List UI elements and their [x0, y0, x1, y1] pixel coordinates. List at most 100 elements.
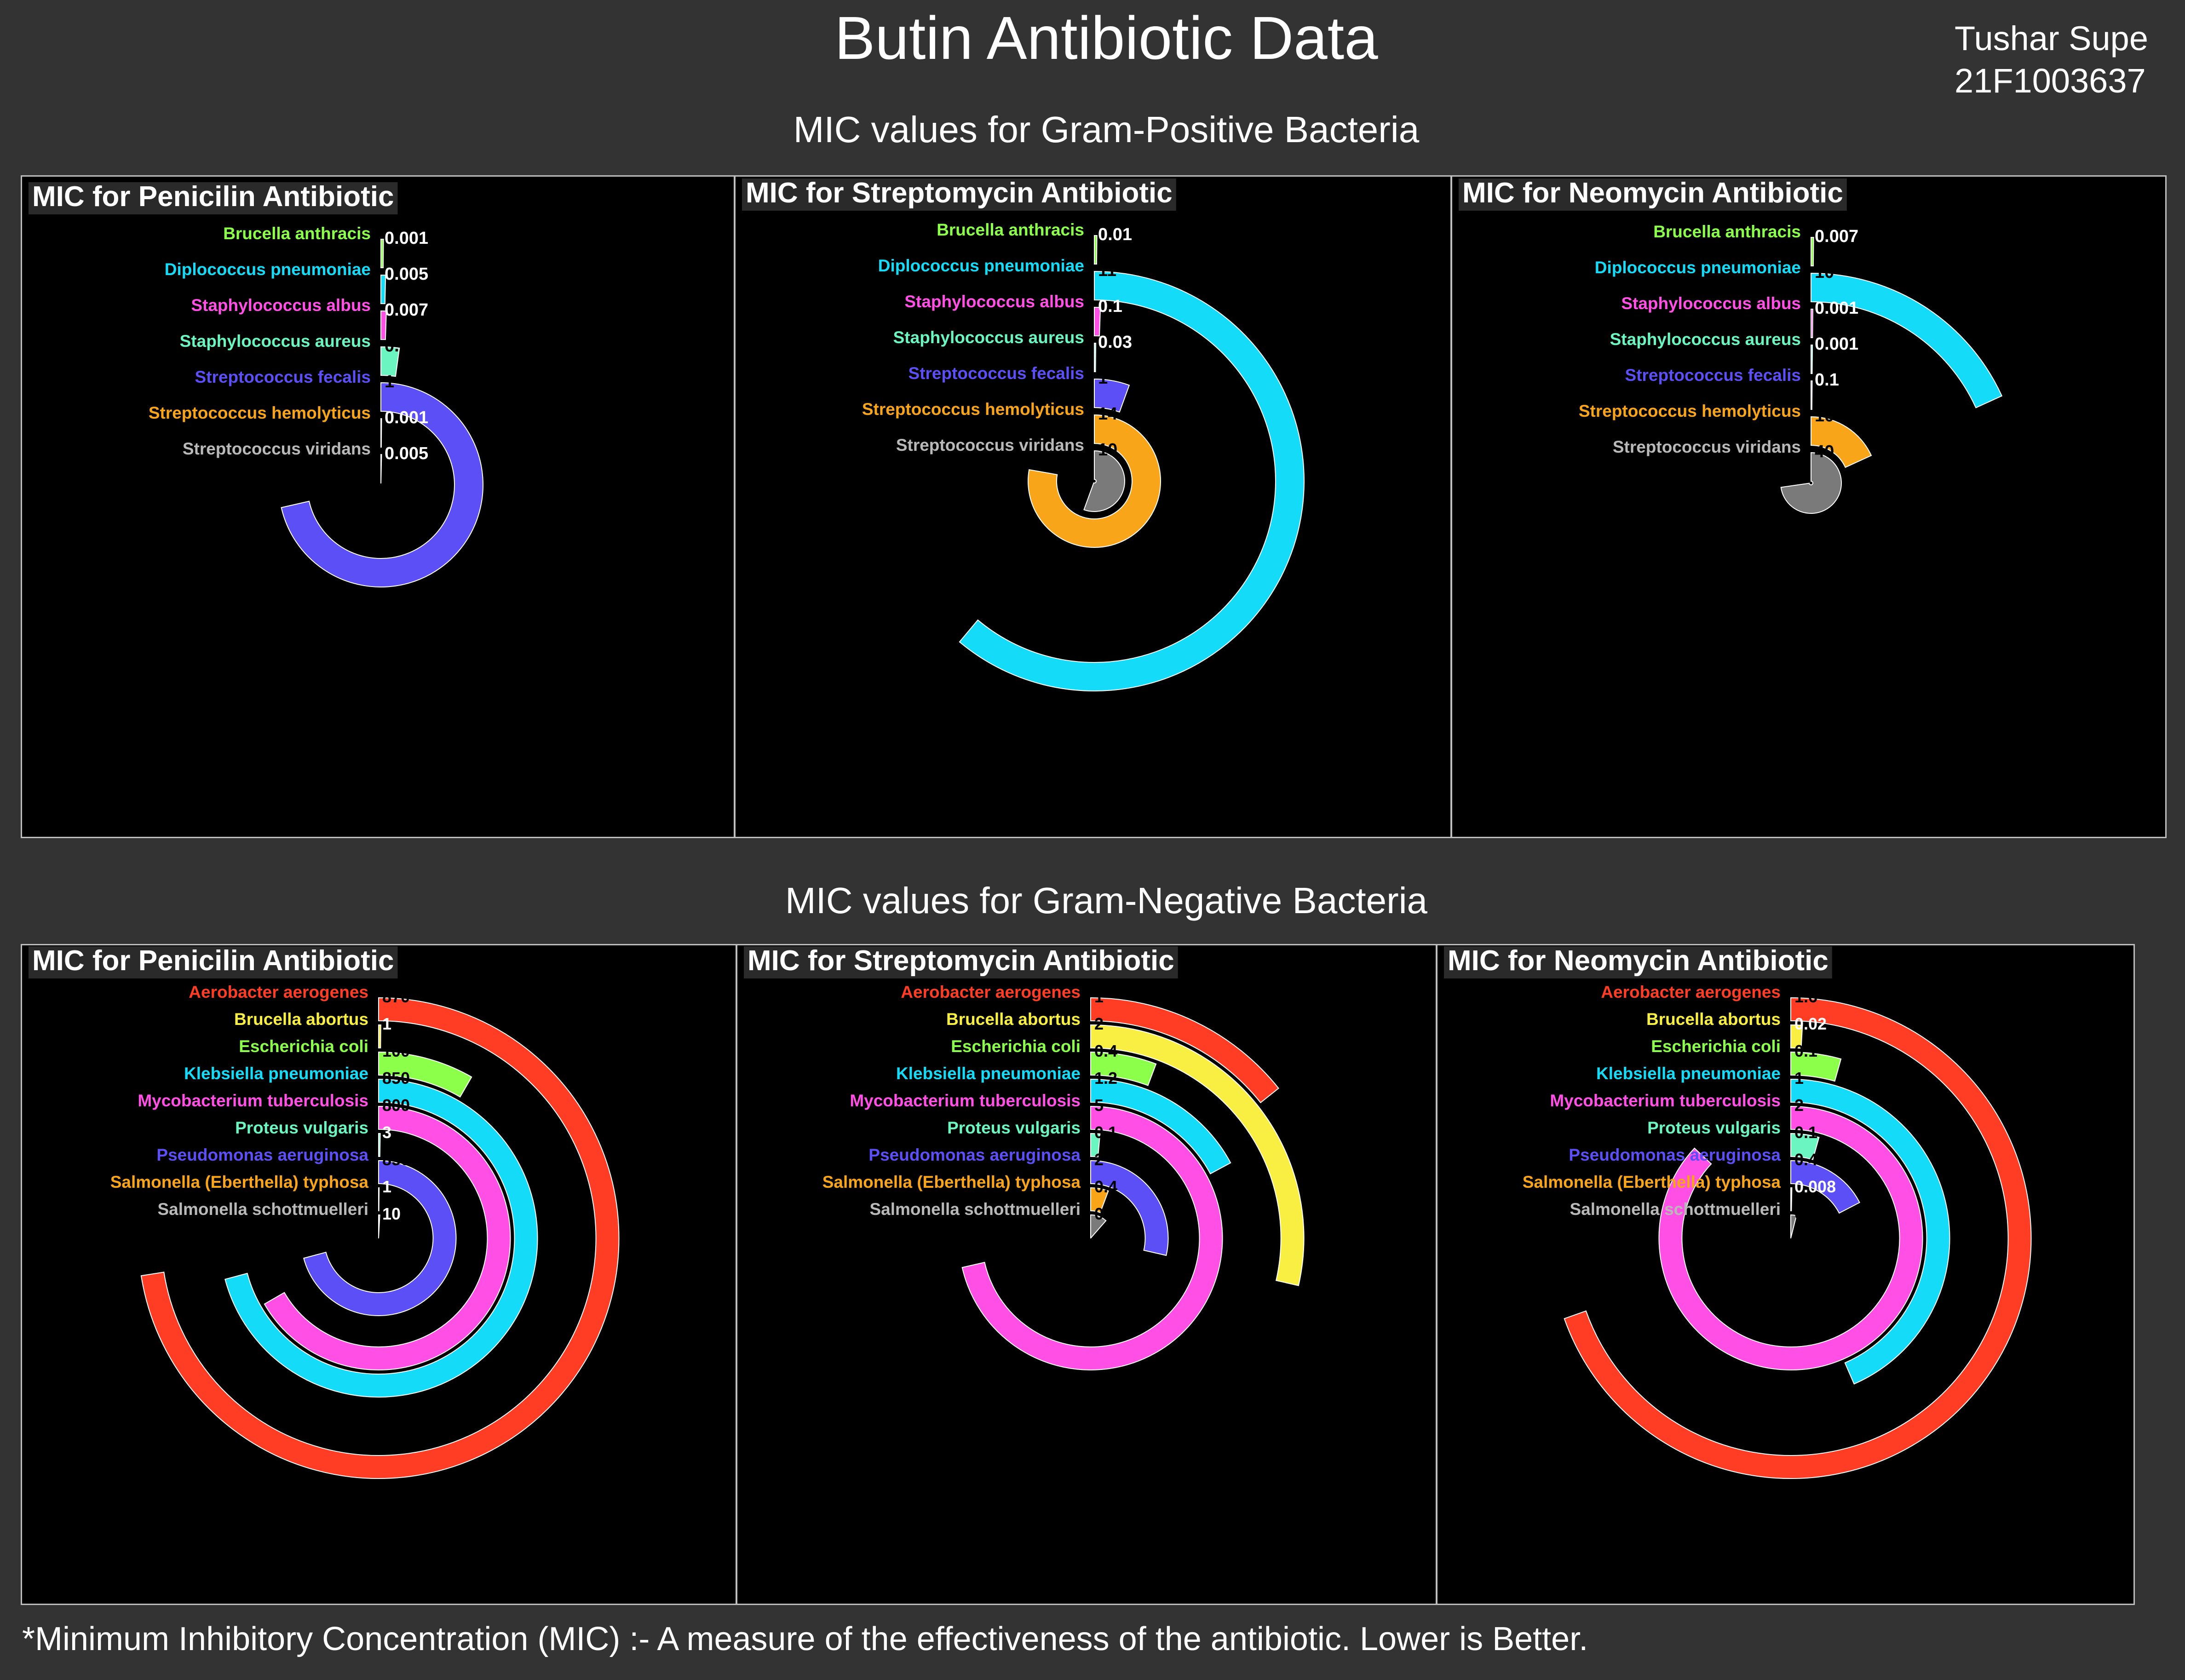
- chart-gram-positive-neomycin: MIC for Neomycin Antibiotic Brucella anth…: [1451, 175, 2167, 838]
- arc-streptococcus-fecalis: [281, 382, 483, 587]
- category-label-mycobacterium-tuberculosis: Mycobacterium tuberculosis: [1550, 1091, 1781, 1110]
- chart-title-background: [1444, 946, 1832, 978]
- chart-svg: MIC for Streptomycin Antibiotic Aerobacte…: [744, 945, 1305, 1370]
- arc-streptococcus-fecalis: [1811, 380, 1813, 410]
- value-label-salmonella-schottmuelleri: 10: [382, 1204, 401, 1223]
- chart-title: MIC for Neomycin Antibiotic: [1448, 945, 1828, 977]
- arc-klebsiella-pneumoniae: [1790, 1078, 1950, 1385]
- category-label-brucella-abortus: Brucella abortus: [1646, 1010, 1781, 1029]
- category-label-streptococcus-viridans: Streptococcus viridans: [183, 439, 371, 458]
- arc-brucella-anthracis: [1811, 236, 1814, 267]
- value-label-streptococcus-viridans: 40: [1815, 442, 1834, 461]
- category-label-staphylococcus-albus: Staphylococcus albus: [904, 292, 1084, 311]
- arc-staphylococcus-albus: [1811, 308, 1813, 339]
- value-label-mycobacterium-tuberculosis: 5: [1094, 1096, 1104, 1115]
- arc-aerobacter-aerogenes: [1564, 997, 2032, 1479]
- category-label-brucella-anthracis: Brucella anthracis: [223, 224, 371, 243]
- value-label-streptococcus-fecalis: 0.1: [1815, 370, 1839, 390]
- value-label-proteus-vulgaris: 0.1: [1094, 1123, 1117, 1142]
- value-label-brucella-anthracis: 0.007: [1815, 227, 1858, 246]
- page-title: Butin Antibiotic Data: [834, 4, 1378, 72]
- value-label-proteus-vulgaris: 0.1: [1794, 1123, 1817, 1142]
- value-label-salmonella-eberthella-typhosa: 0.4: [1094, 1177, 1117, 1196]
- value-label-aerobacter-aerogenes: 1.6: [1794, 987, 1817, 1006]
- value-label-brucella-abortus: 1: [382, 1014, 391, 1033]
- category-label-aerobacter-aerogenes: Aerobacter aerogenes: [189, 983, 368, 1001]
- category-label-salmonella-schottmuelleri: Salmonella schottmuelleri: [157, 1200, 368, 1219]
- value-label-brucella-abortus: 2: [1094, 1014, 1104, 1033]
- category-label-klebsiella-pneumoniae: Klebsiella pneumoniae: [1596, 1064, 1781, 1083]
- category-label-salmonella-eberthella-typhosa: Salmonella (Eberthella) typhosa: [822, 1173, 1081, 1191]
- chart-title: MIC for Penicilin Antibiotic: [32, 181, 394, 213]
- category-label-aerobacter-aerogenes: Aerobacter aerogenes: [1601, 983, 1781, 1001]
- author-block: Tushar Supe 21F1003637: [1955, 17, 2148, 102]
- category-label-pseudomonas-aeruginosa: Pseudomonas aeruginosa: [1569, 1145, 1781, 1164]
- arc-brucella-anthracis: [1094, 235, 1098, 265]
- value-label-brucella-anthracis: 0.01: [1098, 225, 1132, 244]
- arc-aerobacter-aerogenes: [1090, 997, 1279, 1104]
- value-label-staphylococcus-albus: 0.1: [1098, 297, 1122, 316]
- category-label-streptococcus-hemolyticus: Streptococcus hemolyticus: [149, 403, 371, 422]
- value-label-staphylococcus-aureus: 0.03: [385, 336, 419, 356]
- chart-svg: MIC for Neomycin Antibiotic Aerobacter ae…: [1444, 945, 2032, 1479]
- value-label-salmonella-eberthella-typhosa: 1: [382, 1177, 391, 1196]
- category-label-salmonella-schottmuelleri: Salmonella schottmuelleri: [869, 1200, 1081, 1219]
- gram-positive-section-title: MIC values for Gram-Positive Bacteria: [793, 109, 1420, 150]
- arc-pseudomonas-aeruginosa: [303, 1160, 457, 1316]
- arc-mycobacterium-tuberculosis: [1658, 1105, 1923, 1370]
- arc-mycobacterium-tuberculosis: [961, 1105, 1223, 1370]
- category-label-proteus-vulgaris: Proteus vulgaris: [947, 1118, 1081, 1137]
- chart-svg: MIC for Penicilin Antibiotic Brucella ant…: [29, 181, 483, 587]
- arc-staphylococcus-albus: [380, 310, 387, 340]
- arc-diplococcus-pneumoniae: [1811, 272, 2003, 408]
- chart-title-background: [742, 178, 1176, 211]
- chart-title-background: [29, 946, 398, 978]
- arc-staphylococcus-aureus: [380, 346, 400, 377]
- value-label-salmonella-eberthella-typhosa: 0.008: [1794, 1177, 1836, 1196]
- value-label-salmonella-schottmuelleri: 0.8: [1094, 1204, 1117, 1223]
- value-label-diplococcus-pneumoniae: 11: [1098, 261, 1116, 280]
- category-label-klebsiella-pneumoniae: Klebsiella pneumoniae: [896, 1064, 1081, 1083]
- footnote: *Minimum Inhibitory Concentration (MIC) …: [22, 1621, 1588, 1657]
- category-label-proteus-vulgaris: Proteus vulgaris: [1647, 1118, 1781, 1137]
- arc-staphylococcus-aureus: [1811, 344, 1813, 374]
- arc-salmonella-eberthella-typhosa: [1090, 1187, 1109, 1214]
- value-label-escherichia-coli: 0.1: [1794, 1041, 1817, 1060]
- arc-salmonella-eberthella-typhosa: [1790, 1187, 1793, 1212]
- value-label-streptococcus-hemolyticus: 14: [1098, 404, 1117, 424]
- value-label-streptococcus-fecalis: 1: [385, 372, 394, 391]
- category-label-streptococcus-fecalis: Streptococcus fecalis: [908, 364, 1084, 383]
- value-label-klebsiella-pneumoniae: 850: [382, 1069, 410, 1087]
- value-label-brucella-anthracis: 0.001: [385, 229, 428, 248]
- arc-proteus-vulgaris: [1790, 1133, 1820, 1160]
- value-label-salmonella-schottmuelleri: 0.09: [1794, 1204, 1827, 1223]
- category-label-brucella-abortus: Brucella abortus: [946, 1010, 1081, 1029]
- arc-mycobacterium-tuberculosis: [264, 1105, 511, 1370]
- chart-title: MIC for Penicilin Antibiotic: [32, 945, 394, 977]
- category-label-brucella-abortus: Brucella abortus: [234, 1010, 368, 1029]
- chart-gram-negative-neomycin: MIC for Neomycin Antibiotic Aerobacter ae…: [1436, 944, 2135, 1605]
- value-label-escherichia-coli: 100: [382, 1041, 410, 1060]
- value-label-brucella-abortus: 0.02: [1794, 1014, 1827, 1033]
- value-label-streptococcus-viridans: 10: [1098, 440, 1117, 460]
- category-label-staphylococcus-aureus: Staphylococcus aureus: [1610, 330, 1801, 349]
- arc-diplococcus-pneumoniae: [959, 270, 1305, 691]
- value-label-diplococcus-pneumoniae: 10: [1815, 263, 1834, 282]
- arc-escherichia-coli: [378, 1051, 472, 1098]
- category-label-salmonella-eberthella-typhosa: Salmonella (Eberthella) typhosa: [1523, 1173, 1781, 1191]
- chart-gram-negative-penicilin: MIC for Penicilin Antibiotic Aerobacter a…: [21, 944, 737, 1605]
- arc-diplococcus-pneumoniae: [380, 274, 386, 305]
- arc-escherichia-coli: [1790, 1051, 1842, 1082]
- value-label-streptococcus-hemolyticus: 10: [1815, 406, 1834, 426]
- arc-pseudomonas-aeruginosa: [1790, 1160, 1860, 1214]
- arc-brucella-anthracis: [380, 238, 384, 269]
- arc-pseudomonas-aeruginosa: [1090, 1160, 1169, 1256]
- value-label-mycobacterium-tuberculosis: 800: [382, 1096, 410, 1115]
- value-label-aerobacter-aerogenes: 870: [382, 987, 410, 1006]
- chart-title-background: [29, 182, 398, 214]
- value-label-klebsiella-pneumoniae: 1: [1794, 1069, 1804, 1087]
- arc-aerobacter-aerogenes: [140, 997, 620, 1479]
- chart-gram-positive-streptomycin: MIC for Streptomycin Antibiotic Brucella …: [734, 175, 1452, 838]
- chart-title-background: [1459, 178, 1847, 211]
- category-label-salmonella-eberthella-typhosa: Salmonella (Eberthella) typhosa: [110, 1173, 369, 1191]
